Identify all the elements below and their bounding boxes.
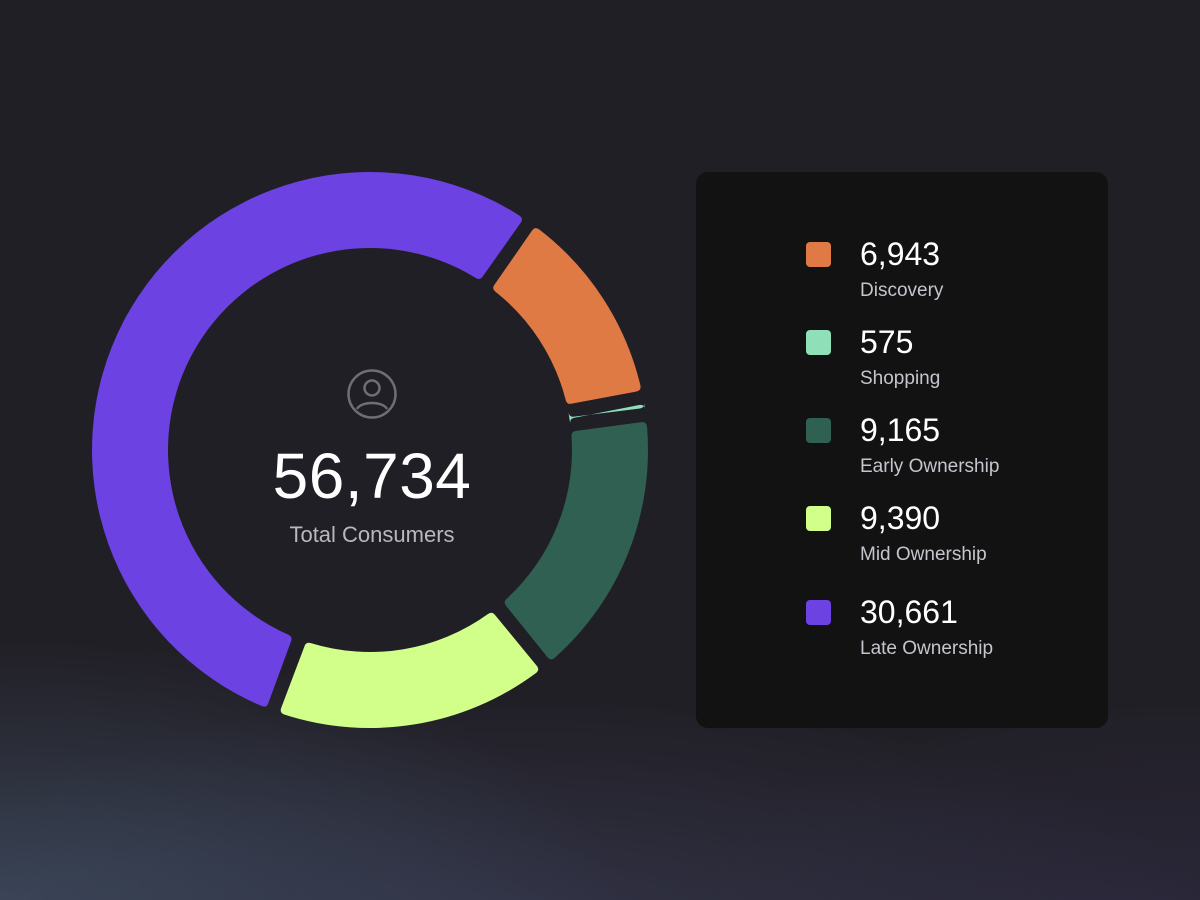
total-consumers-label: Total Consumers (289, 522, 455, 547)
donut-slice-late-ownership (91, 172, 523, 707)
legend-label: Late Ownership (860, 638, 994, 659)
legend-label: Shopping (860, 368, 941, 389)
legend-swatch (806, 242, 831, 267)
legend-label: Discovery (860, 280, 944, 301)
legend-value: 9,165 (860, 412, 941, 448)
donut-slice-shopping (568, 402, 645, 424)
legend-panel: 6,943 Discovery 575 Shopping 9,165 Early… (696, 172, 1108, 728)
legend-swatch (806, 600, 831, 625)
legend-swatch (806, 418, 831, 443)
legend-swatch (806, 506, 831, 531)
legend-label: Early Ownership (860, 456, 1000, 477)
legend-value: 575 (860, 324, 914, 360)
donut-slice-mid-ownership (280, 612, 539, 729)
legend-value: 30,661 (860, 594, 958, 630)
donut-chart (91, 172, 649, 729)
legend-swatch (806, 330, 831, 355)
donut-slice-early-ownership (504, 422, 649, 660)
legend-value: 6,943 (860, 236, 941, 272)
legend-label: Mid Ownership (860, 544, 987, 565)
donut-center: 56,734 Total Consumers (222, 360, 522, 548)
total-consumers-value: 56,734 (272, 440, 472, 512)
legend-value: 9,390 (860, 500, 941, 536)
user-circle-icon (347, 369, 397, 419)
donut-slice-discovery (493, 228, 641, 404)
